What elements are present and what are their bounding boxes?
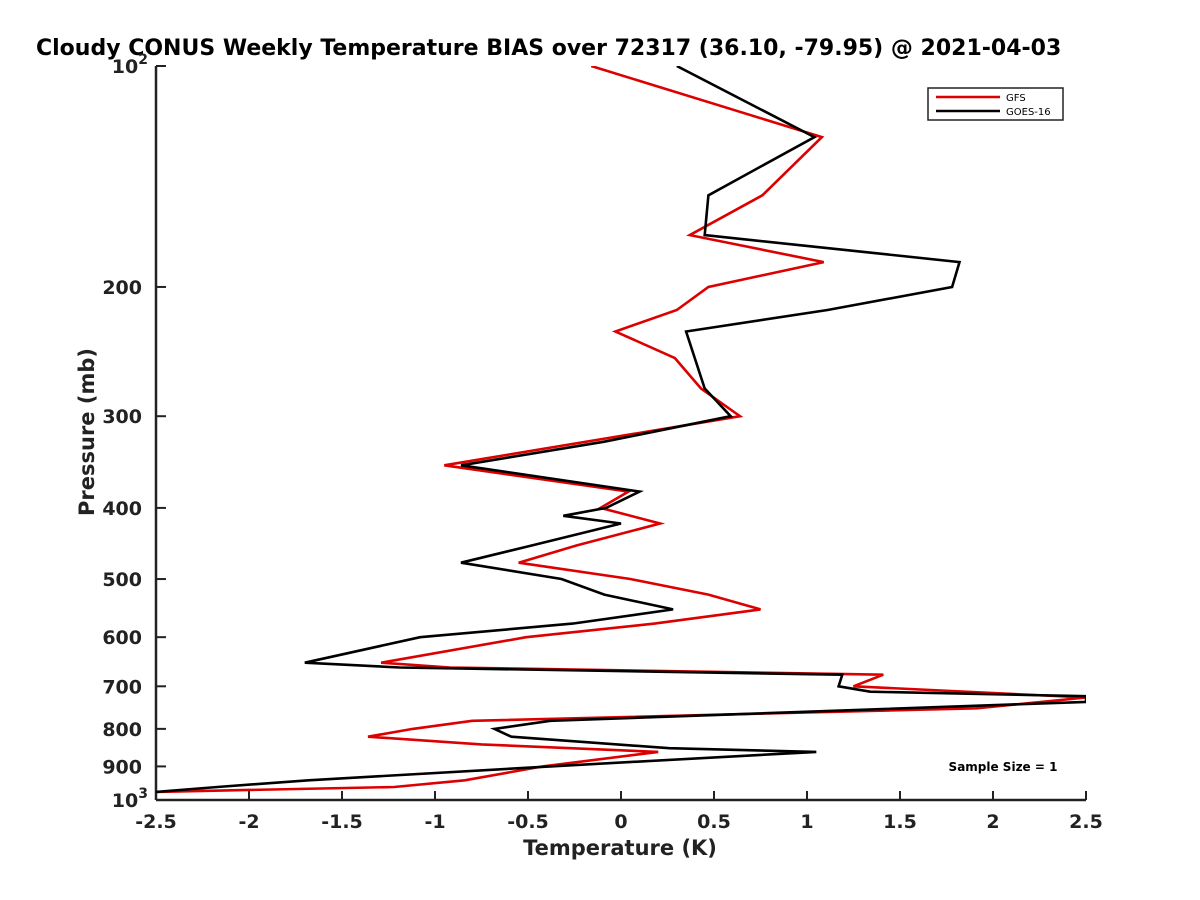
x-tick-label: 0.5	[697, 811, 731, 833]
y-tick-label: 700	[102, 676, 142, 698]
y-tick-label: 600	[102, 627, 142, 649]
x-tick-label: 1.5	[883, 811, 917, 833]
x-tick-label: 1	[800, 811, 813, 833]
y-tick-label: 102	[112, 52, 148, 78]
chart-title: Cloudy CONUS Weekly Temperature BIAS ove…	[36, 36, 1061, 61]
series-line-gfs	[156, 66, 1086, 794]
x-tick-label: 2.5	[1069, 811, 1103, 833]
y-axis-label: Pressure (mb)	[75, 348, 99, 516]
x-tick-label: 0	[614, 811, 627, 833]
y-tick-label: 900	[102, 756, 142, 778]
y-tick-label: 103	[112, 786, 148, 812]
y-tick-label: 500	[102, 569, 142, 591]
x-tick-label: -2.5	[135, 811, 177, 833]
x-tick-label: -1.5	[321, 811, 363, 833]
legend-label: GFS	[1006, 93, 1026, 104]
x-tick-label: -0.5	[507, 811, 549, 833]
legend-box	[927, 87, 1064, 121]
x-tick-label: -1	[424, 811, 445, 833]
y-tick-label: 800	[102, 719, 142, 741]
y-tick-label: 400	[102, 498, 142, 520]
sample-size-annotation: Sample Size = 1	[949, 760, 1058, 774]
x-axis-label: Temperature (K)	[523, 836, 717, 860]
y-tick-label: 200	[102, 277, 142, 299]
x-tick-label: 2	[986, 811, 999, 833]
plot-area: -2.5 -2 -1.5 -1 -0.5 0 0.5 1 1.5 2 2.5 102 200 300 400…	[102, 52, 1103, 833]
series-line-goes-16	[156, 66, 1086, 794]
legend-label: GOES-16	[1006, 107, 1051, 118]
y-tick-label: 300	[102, 406, 142, 428]
x-tick-label: -2	[238, 811, 259, 833]
